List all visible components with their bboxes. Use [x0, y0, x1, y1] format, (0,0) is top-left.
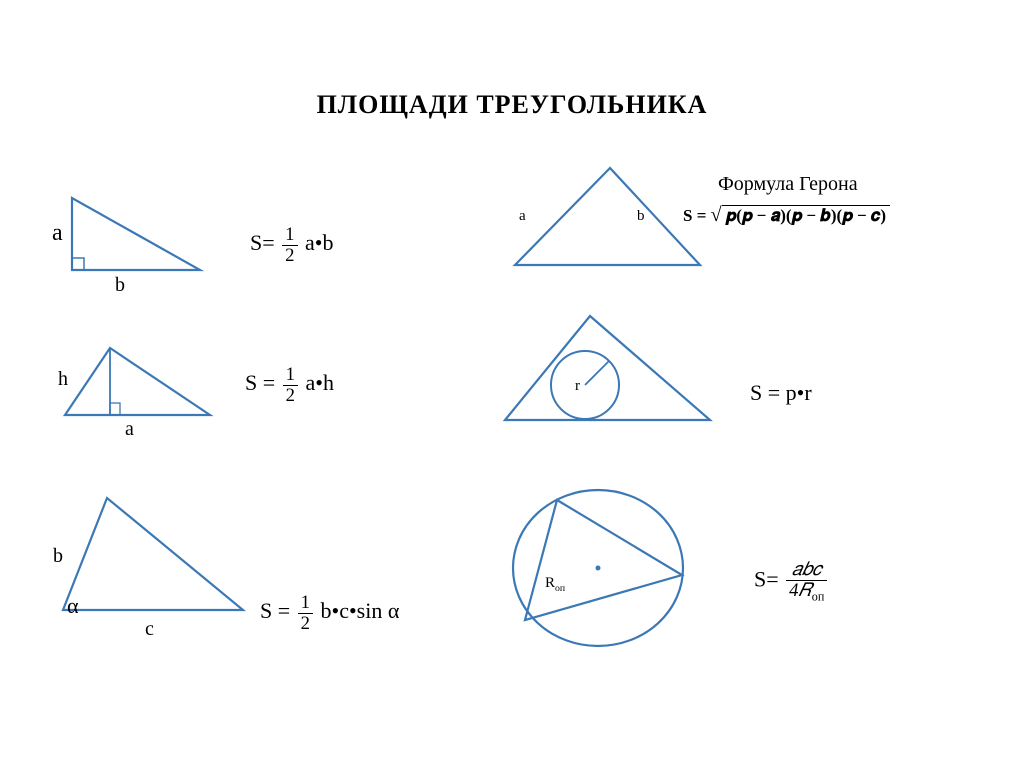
label-alpha: α	[67, 593, 79, 619]
formula-base-height: S = 1 2 a•h	[245, 365, 334, 405]
formula-circum: S= 𝑎𝑏𝑐 4𝑅оп	[754, 560, 829, 603]
figure-inscribed: r	[500, 310, 720, 430]
formula-tail: a•h	[300, 370, 334, 395]
heron-title: Формула Герона	[718, 173, 858, 196]
angle-svg	[55, 490, 255, 630]
label-b: b	[637, 208, 645, 225]
frac-den: 2	[298, 614, 313, 634]
frac-den: 2	[282, 246, 297, 266]
label-R: Rоп	[545, 575, 565, 594]
formula-prefix: S =	[260, 598, 290, 623]
figure-angle: b α c	[55, 490, 255, 630]
frac-num: 1	[282, 225, 297, 246]
formula-tail: b•c•sin α	[315, 598, 399, 623]
heron-triangle-svg	[505, 160, 705, 280]
frac-den: 4𝑅оп	[786, 581, 827, 603]
label-R-text: R	[545, 575, 555, 591]
formula-right: S= 1 2 a•b	[250, 225, 333, 265]
label-h: h	[58, 368, 68, 391]
label-b: b	[53, 545, 63, 568]
label-b: b	[115, 274, 125, 297]
base-height-svg	[60, 340, 220, 430]
label-a: a	[125, 418, 134, 441]
formula-prefix: S=	[754, 567, 779, 592]
label-R-sub: оп	[555, 583, 565, 594]
frac-num: 1	[283, 365, 298, 386]
page-title: ПЛОЩАДИ ТРЕУГОЛЬНИКА	[0, 90, 1024, 120]
right-triangle-svg	[60, 190, 220, 290]
frac-den: 2	[283, 386, 298, 406]
sqrt-inner: 𝒑(𝒑 − 𝒂)(𝒑 − 𝒃)(𝒑 − 𝒄)	[722, 205, 890, 226]
figure-base-height: h a	[60, 340, 220, 430]
label-a: a	[519, 208, 526, 225]
formula-heron: S = √𝒑(𝒑 − 𝒂)(𝒑 − 𝒃)(𝒑 − 𝒄)	[683, 204, 890, 227]
figure-circum: Rоп	[495, 480, 695, 660]
frac-den-pre: 4𝑅	[789, 580, 812, 601]
circum-svg	[495, 480, 695, 660]
formula-prefix: S =	[245, 370, 281, 395]
inscribed-svg	[500, 310, 720, 430]
sqrt-sign: √	[711, 204, 722, 226]
formula-inscribed: S = p•r	[750, 380, 812, 406]
frac-num: 1	[298, 593, 313, 614]
formula-prefix: S =	[683, 206, 711, 225]
figure-right-triangle: a b	[60, 190, 220, 290]
frac-circum: 𝑎𝑏𝑐 4𝑅оп	[786, 560, 827, 603]
label-c: c	[145, 618, 154, 641]
frac-num: 𝑎𝑏𝑐	[786, 560, 827, 581]
frac-half: 1 2	[298, 593, 313, 633]
label-r: r	[575, 378, 580, 395]
frac-den-sub: оп	[812, 589, 825, 603]
figure-heron: a b	[505, 160, 705, 280]
formula-angle: S = 1 2 b•c•sin α	[260, 593, 399, 633]
frac-half: 1 2	[283, 365, 298, 405]
label-a: a	[52, 220, 63, 247]
frac-half: 1 2	[282, 225, 297, 265]
formula-prefix: S=	[250, 230, 275, 255]
formula-tail: a•b	[300, 230, 334, 255]
